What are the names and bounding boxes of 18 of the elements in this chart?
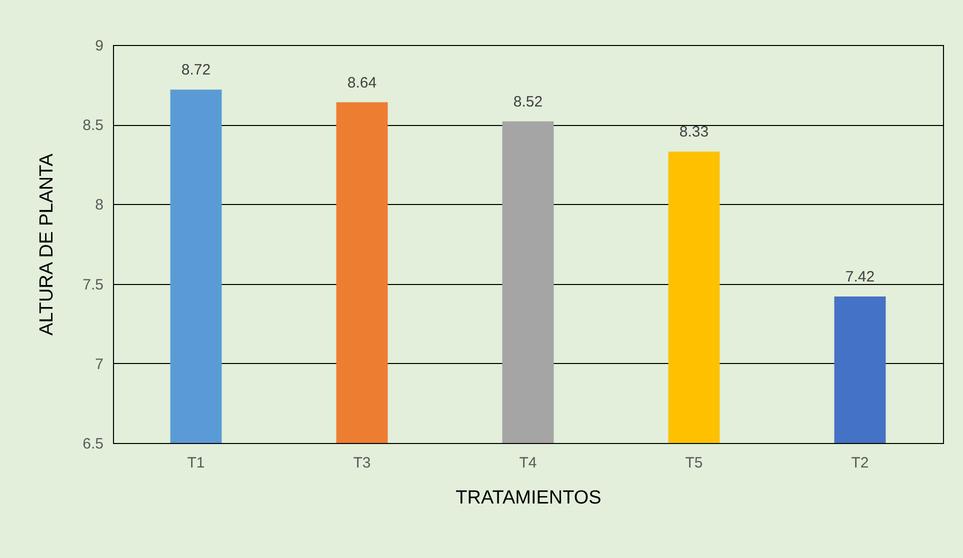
y-tick-label: 8: [95, 196, 104, 214]
y-tick-label: 9: [95, 38, 104, 54]
data-label: 8.52: [513, 93, 543, 110]
data-label: 7.42: [845, 268, 875, 286]
x-tick-label: T3: [353, 454, 371, 472]
x-axis-title: TRATAMIENTOS: [456, 488, 602, 508]
y-tick-label: 8.5: [82, 117, 104, 134]
y-tick-label: 7.5: [82, 276, 104, 294]
y-tick-label: 6.5: [82, 436, 104, 452]
y-axis-title: ALTURA DE PLANTA: [36, 153, 58, 336]
x-tick-label: T5: [685, 454, 703, 472]
x-tick-label: T1: [187, 454, 205, 472]
x-tick-label: T4: [519, 454, 537, 472]
x-tick-label: T2: [851, 454, 869, 472]
data-label: 8.33: [679, 124, 709, 141]
data-label: 8.72: [181, 62, 211, 79]
data-label: 8.64: [347, 74, 377, 92]
y-tick-label: 7: [95, 356, 104, 373]
